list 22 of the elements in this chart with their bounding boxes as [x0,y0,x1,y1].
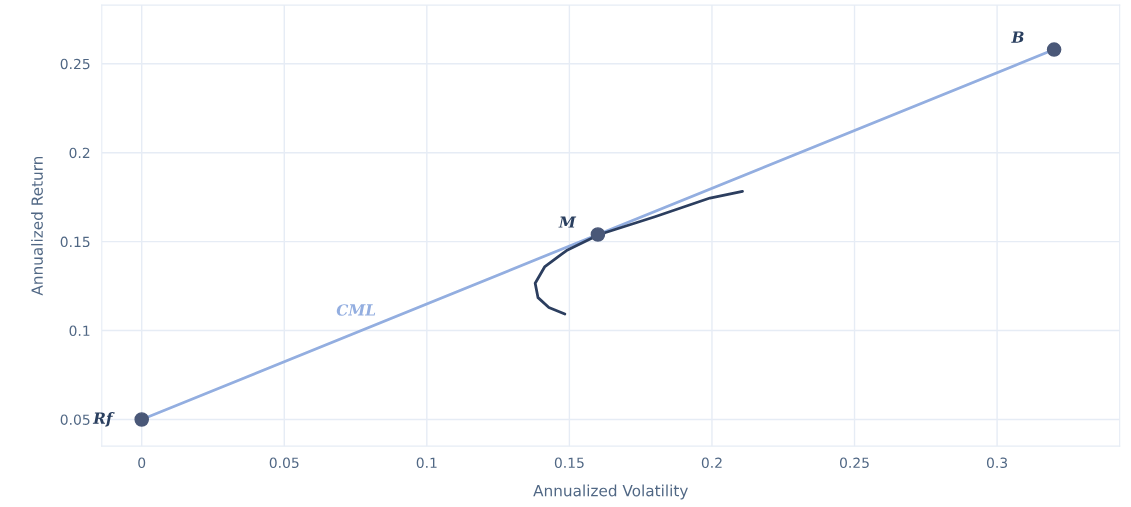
point [590,227,606,242]
x-tick-label: 0 [138,457,146,469]
x-tick-label: 0.2 [701,457,722,469]
x-tick-label: 0.05 [269,457,299,469]
y-tick-label: 0.05 [60,414,90,425]
series-label: CML [336,304,376,316]
y-tick-label: 0.15 [60,236,90,248]
x-tick-label: 0.3 [986,457,1008,469]
annotation: B [1011,31,1024,43]
x-tick-label: 0.1 [416,457,437,469]
point [1046,42,1062,57]
y-tick-label: 0.1 [69,325,90,337]
y-tick-label: 0.2 [69,147,90,159]
y-tick-label: 0.25 [60,58,90,70]
y-axis-title: Annualized Return [31,156,43,296]
point [134,412,149,427]
line-series [533,189,744,316]
x-axis-title: Annualized Volatility [533,484,688,500]
annotation: M [558,216,577,228]
x-tick-label: 0.15 [554,457,584,469]
annotation: Rf [92,412,115,427]
x-tick-label: 0.25 [839,457,869,469]
